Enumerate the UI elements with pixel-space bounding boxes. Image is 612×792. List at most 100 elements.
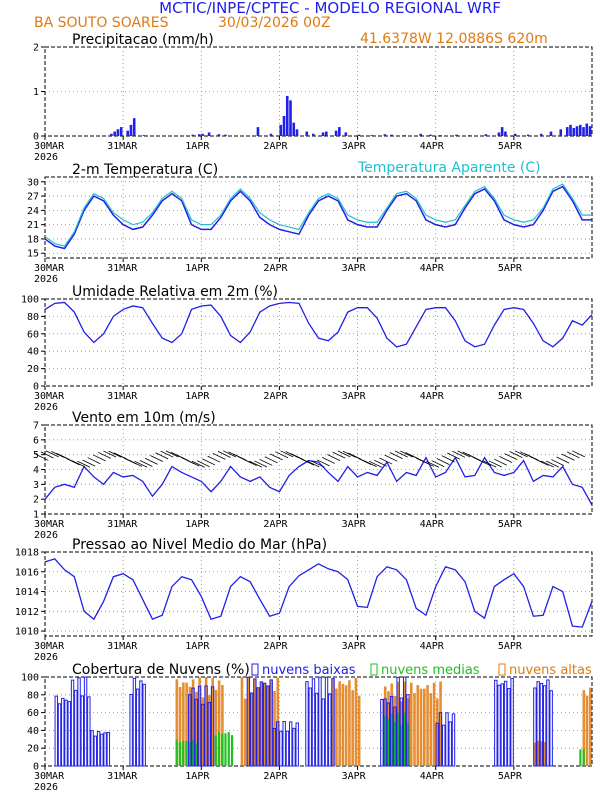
cloud-high-bar: [250, 692, 254, 766]
cloud-high-bar: [344, 685, 348, 766]
x-tick-label: 1APR: [185, 141, 210, 152]
x-tick-label: 31MAR: [107, 141, 138, 152]
cloud-high-bar: [409, 682, 413, 766]
cloud-mid-bar: [191, 740, 195, 766]
precip-bar: [292, 122, 296, 136]
cloud-low-bar: [77, 677, 81, 767]
x-tick-label: 3APR: [342, 771, 367, 782]
cloud-low-bar: [279, 730, 283, 767]
y-tick-label: 27: [27, 192, 39, 203]
x-tick-label: 2APR: [263, 141, 288, 152]
pressure-line: [44, 558, 593, 628]
cloud-low-bar: [93, 735, 98, 767]
panel-title: Umidade Relativa em 2m (%): [72, 284, 278, 300]
y-tick-label: 1: [33, 510, 39, 521]
cloud-low-bar: [438, 712, 443, 767]
panel-frame: [44, 176, 593, 259]
precip-bar: [526, 134, 530, 136]
x-tick-label: 30MAR: [34, 263, 65, 274]
wind-barb: [306, 460, 320, 468]
wind-barb: [264, 456, 278, 464]
x-tick-label: 30MAR: [34, 391, 65, 402]
precip-bar: [113, 131, 116, 136]
wind-barb: [160, 450, 174, 458]
cloud-high-bar: [331, 678, 335, 766]
wind-barb: [186, 459, 200, 467]
cloud-low-bar: [210, 686, 215, 767]
wind-barb: [40, 451, 54, 459]
y-tick-label: 1012: [15, 607, 39, 618]
cloud-low-bar: [142, 683, 146, 767]
cloud-low-bar: [315, 692, 319, 767]
cloud-low-bar: [308, 687, 312, 767]
cloud-high-bar: [217, 680, 221, 766]
cloud-high-bar: [335, 688, 338, 766]
panel-title: Cobertura de Nuvens (%): [72, 662, 250, 678]
cloud-mid-bar: [393, 721, 396, 766]
cloud-low-bar: [61, 697, 65, 767]
wind-barb: [493, 458, 507, 466]
x-tick-label: 5APR: [498, 771, 523, 782]
cloud-low-bar: [70, 679, 75, 767]
x-tick-label: 5APR: [498, 391, 523, 402]
cloud-low-bar: [406, 694, 410, 767]
precip-bar: [539, 133, 543, 136]
precip-bar: [201, 133, 204, 136]
cloud-low-bar: [54, 695, 58, 767]
cloud-high-bar: [240, 677, 244, 766]
cloud-high-bar: [191, 679, 195, 766]
cloud-high-bar: [540, 741, 543, 766]
precip-bar: [455, 134, 458, 136]
cloud-low-bar: [539, 682, 544, 767]
precip-bar: [116, 129, 120, 136]
wind-barb: [561, 453, 575, 461]
wind-barb: [332, 451, 346, 459]
cloud-low-bar: [305, 681, 309, 767]
cloud-low-bar: [494, 679, 498, 767]
cloud-mid-bar: [185, 740, 188, 766]
cloud-mid-bar: [224, 733, 227, 766]
wind-barb: [572, 450, 586, 458]
wind-barb: [217, 451, 231, 458]
cloud-mid-bar: [214, 735, 217, 766]
precip-bar: [282, 115, 286, 136]
precip-bar: [357, 134, 361, 136]
cloud-high-bar: [413, 693, 416, 766]
precip-bar: [565, 127, 569, 136]
cloud-high-bar: [260, 681, 263, 766]
precip-bar: [513, 133, 517, 136]
y-tick-label: 24: [27, 206, 39, 217]
precip-bar: [585, 123, 589, 136]
cloud-high-bar: [533, 742, 537, 766]
precip-bar: [403, 135, 406, 136]
wind-barb: [436, 458, 450, 465]
temperature-line: [44, 185, 592, 250]
wind-barb: [342, 450, 356, 458]
y-tick-label: 20: [27, 364, 39, 375]
wind-barb: [144, 457, 158, 465]
y-tick-label: 1010: [15, 627, 39, 638]
panel-rh: 0 20 40 60 80 100 30MAR 31MAR 1APR 2APR 3APR 4APR 5A…: [21, 284, 593, 413]
cloud-low-bar: [328, 693, 332, 767]
cloud-low-bar: [135, 688, 140, 767]
wind-barb: [108, 450, 122, 458]
cloud-low-bar: [246, 676, 251, 767]
x-tick-label: 5APR: [498, 141, 523, 152]
y-tick-label: 0: [33, 762, 39, 773]
wind-barb: [509, 451, 523, 458]
cloud-low-bar: [399, 697, 404, 767]
cloud-mid-bar: [182, 740, 185, 766]
y-tick-label: 0: [33, 382, 39, 393]
wind-barb: [431, 460, 445, 468]
cloud-low-bar: [383, 698, 387, 767]
cloud-low-bar: [510, 678, 514, 767]
x-tick-label: 30MAR: [34, 641, 65, 652]
precip-bar: [390, 134, 393, 136]
cloud-high-bar: [416, 685, 420, 766]
wind-speed-line: [44, 456, 593, 506]
cloud-low-bar: [106, 731, 111, 767]
cloud-low-bar: [262, 682, 267, 767]
cloud-high-bar: [354, 677, 358, 766]
y-tick-label: 6: [33, 435, 39, 446]
wind-barb: [129, 460, 143, 467]
